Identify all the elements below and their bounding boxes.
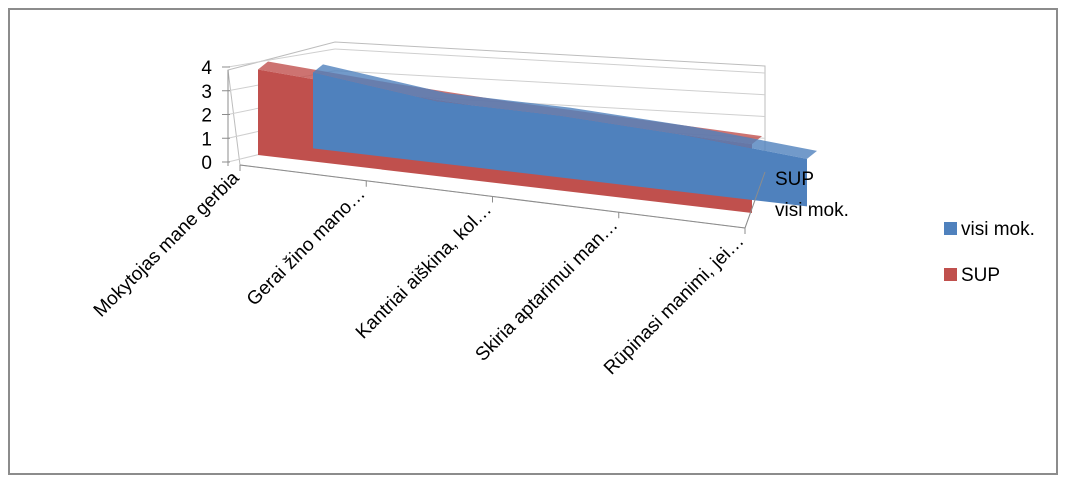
y-tick-label: 3 (201, 82, 212, 103)
gridline-back (334, 48, 766, 74)
depth-axis-label: visi mok. (775, 200, 849, 221)
legend-label: SUP (961, 265, 1000, 286)
gridline-left (227, 48, 336, 68)
x-tick-label: Skiria aptarimui man… (472, 215, 623, 366)
y-tick-label: 1 (201, 129, 212, 150)
legend-swatch (944, 222, 957, 235)
legend-label: visi mok. (961, 219, 1035, 240)
x-tick-label: Rūpinasi manimi, jei… (600, 231, 749, 380)
series-top-visi-mok- (313, 64, 817, 159)
y-tick-label: 2 (201, 106, 212, 127)
series-area-visi-mok- (313, 72, 807, 207)
x-tick-label: Kantriai aiškina, kol… (352, 199, 496, 343)
gridline-back (334, 70, 766, 96)
x-tick-label: Gerai žino mano… (243, 183, 370, 310)
x-tick-label: Mokytojas mane gerbia (90, 167, 244, 321)
chart-frame (8, 8, 1058, 475)
legend-swatch (944, 268, 957, 281)
depth-axis-label: SUP (775, 169, 814, 190)
y-tick-label: 4 (201, 58, 212, 79)
y-tick-label: 0 (201, 153, 212, 174)
depth-axis-line (744, 171, 766, 229)
